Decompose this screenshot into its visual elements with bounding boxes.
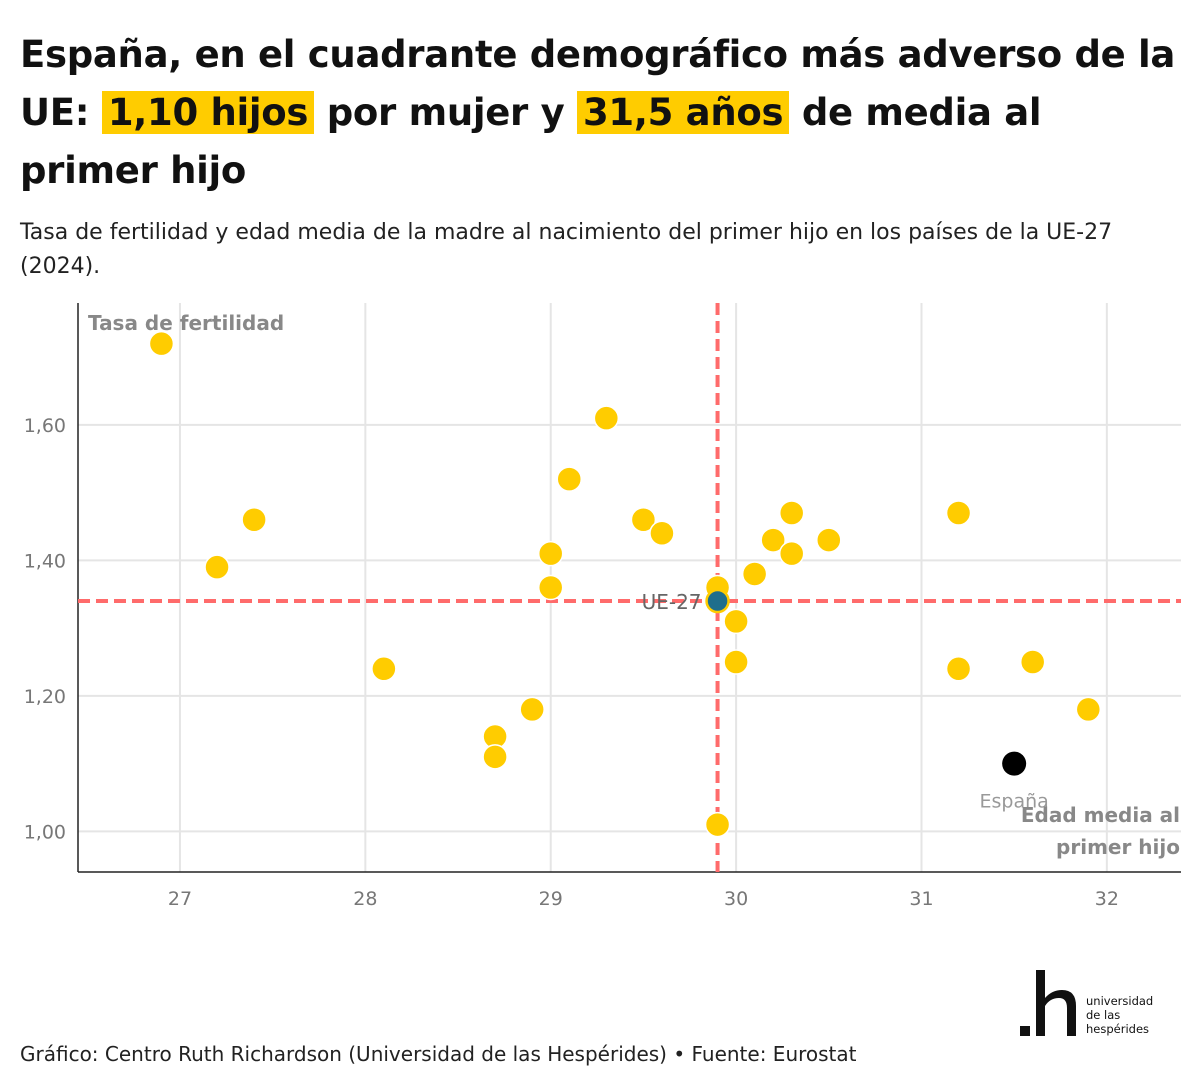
x-tick-label: 29 — [539, 888, 563, 910]
university-logo: universidad de las hespérides — [1014, 968, 1174, 1042]
y-axis-title: Tasa de fertilidad — [88, 311, 284, 335]
title-highlight-age: 31,5 años — [576, 91, 790, 134]
logo-line-3: hespérides — [1086, 1022, 1150, 1036]
chart-title: España, en el cuadrante demográfico más … — [20, 26, 1180, 200]
country-point — [778, 500, 805, 526]
country-point — [1075, 696, 1102, 723]
spain-label: España — [980, 791, 1049, 813]
logo-line-1: universidad — [1086, 994, 1154, 1008]
country-point — [537, 540, 564, 567]
country-point — [204, 554, 230, 580]
country-point — [593, 405, 620, 431]
y-tick-label: 1,20 — [24, 686, 66, 708]
country-point — [723, 608, 749, 635]
eu27-label: UE-27 — [642, 590, 702, 614]
title-part-2: por mujer y — [326, 91, 565, 134]
x-tick-label: 31 — [909, 888, 933, 910]
country-point — [760, 527, 786, 553]
country-point — [519, 696, 545, 723]
eu27-point — [705, 588, 730, 614]
spain-point — [1002, 751, 1027, 776]
country-point — [945, 500, 972, 526]
country-point — [945, 656, 972, 682]
country-point — [778, 540, 805, 567]
logo-line-2: de las — [1086, 1008, 1121, 1022]
logo-h-icon — [1020, 970, 1076, 1036]
x-tick-label: 28 — [353, 888, 377, 910]
country-point — [148, 330, 175, 357]
country-point — [537, 574, 564, 601]
y-tick-label: 1,40 — [24, 550, 66, 572]
country-point — [482, 744, 508, 770]
country-point — [1019, 649, 1046, 675]
country-point — [816, 527, 842, 553]
country-point — [704, 811, 731, 838]
title-highlight-fertility: 1,10 hijos — [101, 91, 315, 134]
y-tick-label: 1,60 — [24, 415, 66, 437]
country-point — [649, 520, 675, 547]
x-tick-label: 32 — [1095, 888, 1119, 910]
x-tick-label: 30 — [724, 888, 748, 910]
title-part-3: de media al primer hijo — [20, 91, 1042, 192]
country-point — [556, 466, 583, 492]
country-point — [371, 656, 397, 682]
country-point — [630, 507, 657, 533]
chart-subtitle: Tasa de fertilidad y edad media de la ma… — [20, 220, 1113, 279]
country-point — [241, 507, 267, 533]
source-footer: Gráfico: Centro Ruth Richardson (Univers… — [20, 1042, 857, 1066]
x-tick-label: 27 — [168, 888, 192, 910]
scatter-chart: 27 28 29 30 31 32 1,00 1,20 1,40 1,60 UE-27 España T… — [24, 303, 1181, 910]
title-part-1: España, en el cuadrante demográfico más … — [20, 33, 1176, 134]
x-axis-title: Edad media al primer hijo — [1021, 803, 1180, 859]
country-point — [723, 649, 749, 675]
country-point — [741, 561, 768, 587]
logo-wordmark: universidad de las hespérides — [1086, 994, 1153, 1036]
y-tick-label: 1,00 — [24, 821, 66, 843]
